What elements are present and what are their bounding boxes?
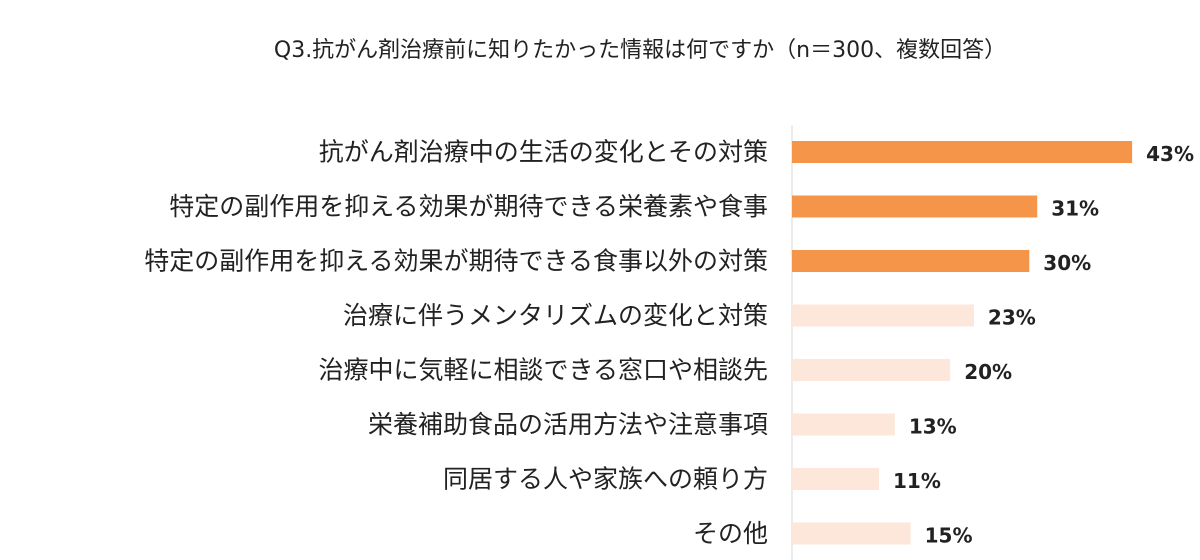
category-label: 抗がん剤治療中の生活の変化とその対策 [319,138,768,167]
bar [792,250,1030,272]
bar [792,468,880,490]
chart-title: Q3.抗がん剤治療前に知りたかった情報は何ですか（n＝300、複数回答） [274,38,1006,63]
value-label: 13% [909,415,957,439]
value-label: 23% [988,306,1036,330]
category-label: 特定の副作用を抑える効果が期待できる栄養素や食事 [169,192,768,221]
category-label: 治療中に気軽に相談できる窓口や相談先 [318,356,768,385]
category-label: 栄養補助食品の活用方法や注意事項 [368,410,768,439]
value-label: 31% [1051,197,1099,221]
bar [792,304,974,327]
value-label: 15% [925,524,973,548]
category-label: 治療に伴うメンタリズムの変化と対策 [343,301,768,330]
bar [792,141,1133,163]
category-label: その他 [693,519,768,548]
value-label: 20% [964,360,1012,384]
bar [792,522,911,545]
value-label: 43% [1146,142,1194,166]
bar-rows: 抗がん剤治療中の生活の変化とその対策 43% 特定の副作用を抑える効果が期待できる栄… [144,138,1194,549]
value-label: 30% [1043,251,1091,275]
category-label: 特定の副作用を抑える効果が期待できる食事以外の対策 [144,247,768,276]
category-label: 同居する人や家族への頼り方 [443,465,768,494]
bar [792,359,951,381]
value-label: 11% [893,469,941,493]
bar [792,413,895,436]
bar [792,195,1038,218]
